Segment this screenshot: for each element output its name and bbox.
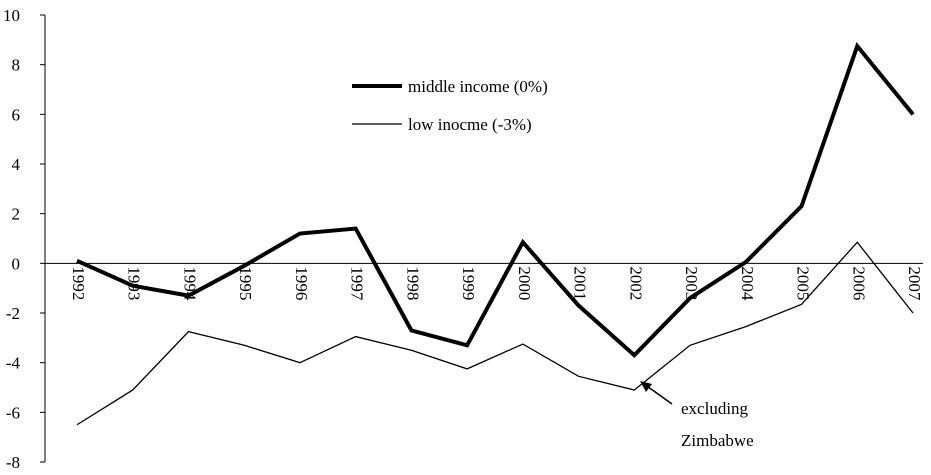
legend-label: middle income (0%) <box>408 77 548 96</box>
x-tick-label: 2002 <box>626 266 645 300</box>
annotation: Zimbabwe <box>681 431 754 450</box>
y-tick-label: 6 <box>12 105 21 124</box>
x-tick-label: 2006 <box>849 266 868 300</box>
y-tick-label: 0 <box>12 254 21 273</box>
x-tick-label: 2005 <box>794 266 813 300</box>
x-tick-label: 2007 <box>905 266 924 301</box>
y-tick-label: -8 <box>6 453 20 472</box>
x-tick-label: 1996 <box>292 266 311 300</box>
y-tick-label: -2 <box>6 304 20 323</box>
series-line <box>76 42 915 358</box>
series-line <box>76 241 914 426</box>
y-tick-label: 10 <box>3 6 20 25</box>
x-tick-label: 1998 <box>403 266 422 300</box>
annotation-arrowhead <box>640 381 652 392</box>
y-tick-label: 8 <box>12 56 21 75</box>
y-tick-label: -6 <box>6 403 20 422</box>
x-tick-label: 1997 <box>348 266 367 301</box>
y-tick-label: 4 <box>12 155 21 174</box>
x-tick-label: 1995 <box>236 266 255 300</box>
x-tick-label: 1999 <box>459 266 478 300</box>
x-tick-label: 1993 <box>125 266 144 300</box>
y-tick-label: 2 <box>12 205 21 224</box>
x-tick-label: 2004 <box>738 266 757 301</box>
annotation: excluding <box>681 399 749 418</box>
y-tick-label: -4 <box>6 354 21 373</box>
x-tick-label: 1992 <box>69 266 88 300</box>
x-tick-label: 2001 <box>571 266 590 300</box>
x-tick-label: 2000 <box>515 266 534 300</box>
legend-label: low inocme (-3%) <box>408 115 532 134</box>
